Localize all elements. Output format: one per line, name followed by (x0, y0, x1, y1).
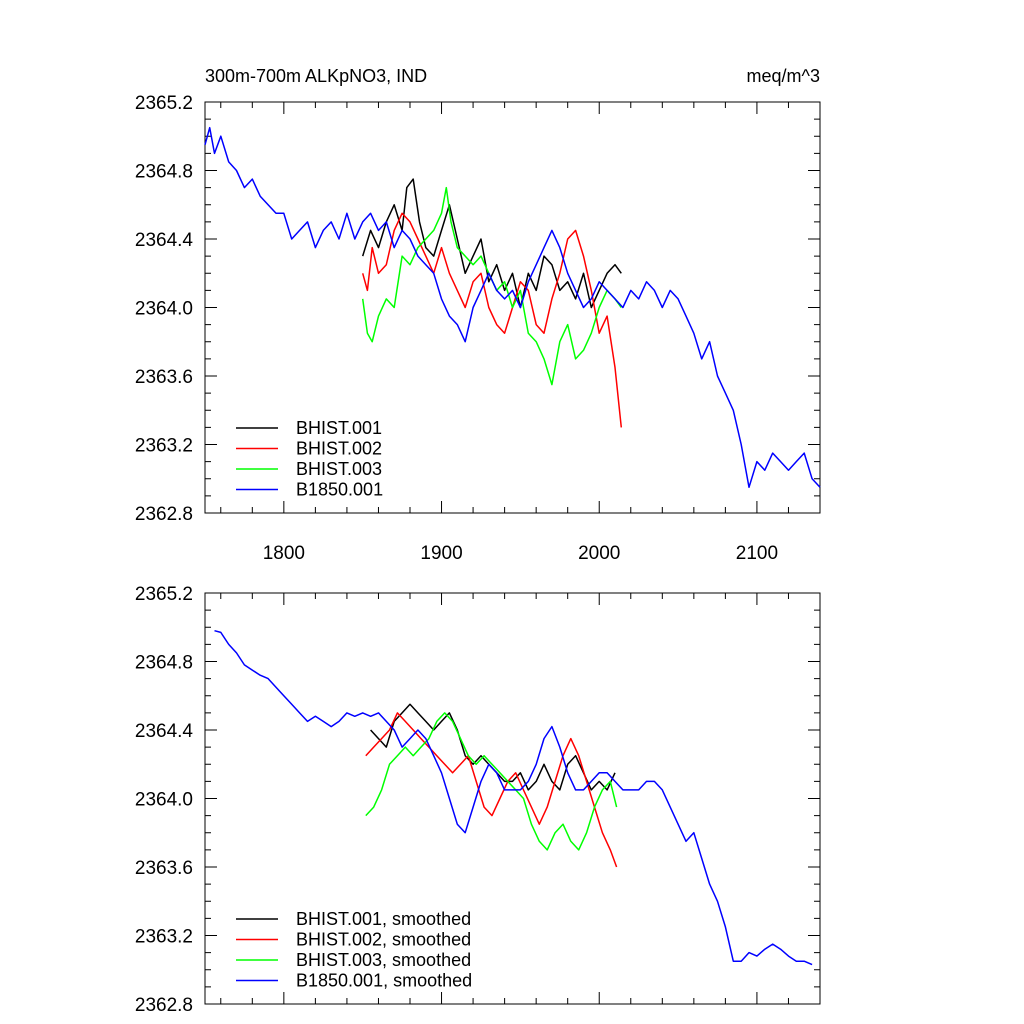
legend-label: BHIST.001, smoothed (296, 909, 471, 929)
legend-label: BHIST.003, smoothed (296, 950, 471, 970)
y-tick-label: 2365.2 (135, 584, 193, 605)
top-series-line-bhist-002 (361, 212, 623, 428)
top-series-line-bhist-001 (361, 178, 622, 309)
y-tick-label: 2362.8 (135, 504, 193, 525)
y-tick-label: 2362.8 (135, 995, 193, 1016)
y-tick-label: 2363.2 (135, 436, 193, 457)
top-series-line-b1850-001 (204, 126, 821, 489)
y-tick-label: 2364.8 (135, 653, 193, 674)
x-tick-label: 1800 (263, 543, 305, 564)
y-tick-label: 2363.6 (135, 858, 193, 879)
top-chart-units: meq/m^3 (747, 66, 820, 86)
y-tick-label: 2364.8 (135, 162, 193, 183)
bottom-series-line-bhist-002-smoothed (365, 712, 618, 868)
y-tick-label: 2365.2 (135, 93, 193, 114)
bottom-chart-panel: 2362.8 2363.2 2363.6 2364.0 2364.4 2364.8 2365… (135, 584, 821, 1016)
bottom-series-line-b1850-001-smoothed (214, 629, 813, 966)
bottom-series-line-bhist-001-smoothed (370, 703, 616, 791)
x-tick-label: 1900 (420, 543, 462, 564)
bottom-chart-series (214, 629, 813, 966)
x-tick-label: 2000 (578, 543, 620, 564)
y-tick-label: 2364.0 (135, 790, 193, 811)
y-tick-label: 2364.0 (135, 299, 193, 320)
x-tick-label: 2100 (736, 543, 778, 564)
bottom-series-line-bhist-003-smoothed (365, 712, 618, 851)
bottom-chart-axes: 2362.8 2363.2 2363.6 2364.0 2364.4 2364.8 2365… (135, 584, 821, 1016)
legend-label: BHIST.002 (296, 439, 382, 459)
top-chart-title: 300m-700m ALKpNO3, IND (205, 66, 427, 86)
y-tick-label: 2364.4 (135, 230, 194, 251)
legend-label: BHIST.003 (296, 459, 382, 479)
y-tick-label: 2363.2 (135, 927, 193, 948)
y-tick-label: 2363.6 (135, 367, 193, 388)
top-chart-series (204, 126, 821, 489)
legend-label: B1850.001 (296, 480, 383, 500)
y-tick-label: 2364.4 (135, 721, 194, 742)
top-chart-panel: 300m-700m ALKpNO3, IND meq/m^3 2362.8236… (135, 66, 821, 564)
legend-label: BHIST.001 (296, 418, 382, 438)
legend-label: B1850.001, smoothed (296, 971, 472, 991)
top-series-line-bhist-003 (361, 186, 622, 386)
legend-label: BHIST.002, smoothed (296, 930, 471, 950)
top-chart-axes: 2362.8 2363.2 2363.6 2364.0 2364.4 2364.8 2365… (135, 93, 821, 564)
